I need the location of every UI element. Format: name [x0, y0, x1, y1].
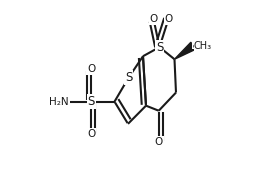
- Text: O: O: [164, 14, 173, 24]
- Text: O: O: [87, 64, 95, 74]
- Text: H₂N: H₂N: [49, 97, 69, 107]
- Text: O: O: [87, 129, 95, 139]
- Text: ●: ●: [193, 44, 197, 49]
- Polygon shape: [175, 42, 194, 59]
- Text: S: S: [88, 95, 95, 108]
- Text: S: S: [125, 71, 132, 84]
- Text: CH₃: CH₃: [194, 41, 212, 51]
- Text: O: O: [155, 137, 163, 147]
- Text: O: O: [149, 14, 158, 24]
- Text: S: S: [156, 41, 163, 54]
